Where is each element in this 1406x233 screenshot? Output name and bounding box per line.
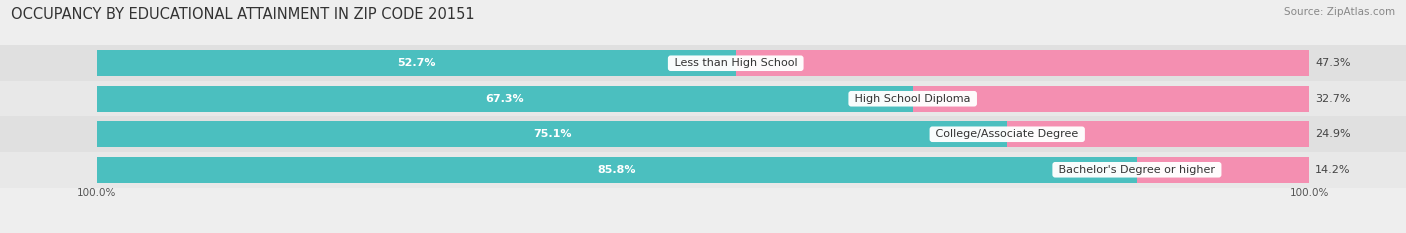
Bar (0, 116, 1406, 152)
Bar (97, 86, 912, 112)
Text: High School Diploma: High School Diploma (851, 94, 974, 104)
Text: Bachelor's Degree or higher: Bachelor's Degree or higher (1054, 165, 1219, 175)
Bar (0, 152, 1406, 188)
Bar (0, 81, 1406, 116)
Text: 47.3%: 47.3% (1315, 58, 1351, 68)
Text: 52.7%: 52.7% (396, 58, 436, 68)
Bar (0, 45, 1406, 81)
Text: Less than High School: Less than High School (671, 58, 801, 68)
Text: OCCUPANCY BY EDUCATIONAL ATTAINMENT IN ZIP CODE 20151: OCCUPANCY BY EDUCATIONAL ATTAINMENT IN Z… (11, 7, 475, 22)
Bar (912, 86, 1309, 112)
Text: 32.7%: 32.7% (1315, 94, 1351, 104)
Text: 67.3%: 67.3% (485, 94, 524, 104)
Text: 100.0%: 100.0% (1289, 188, 1329, 198)
Bar (1007, 121, 1309, 147)
Bar (97, 157, 1137, 182)
Text: 75.1%: 75.1% (533, 129, 571, 139)
Bar (97, 51, 735, 76)
Bar (97, 121, 1007, 147)
Text: 85.8%: 85.8% (598, 165, 636, 175)
Text: 100.0%: 100.0% (77, 188, 117, 198)
Text: Source: ZipAtlas.com: Source: ZipAtlas.com (1284, 7, 1395, 17)
Text: 14.2%: 14.2% (1315, 165, 1351, 175)
Bar (1137, 157, 1309, 182)
Bar (735, 51, 1309, 76)
Text: College/Associate Degree: College/Associate Degree (932, 129, 1083, 139)
Text: 24.9%: 24.9% (1315, 129, 1351, 139)
